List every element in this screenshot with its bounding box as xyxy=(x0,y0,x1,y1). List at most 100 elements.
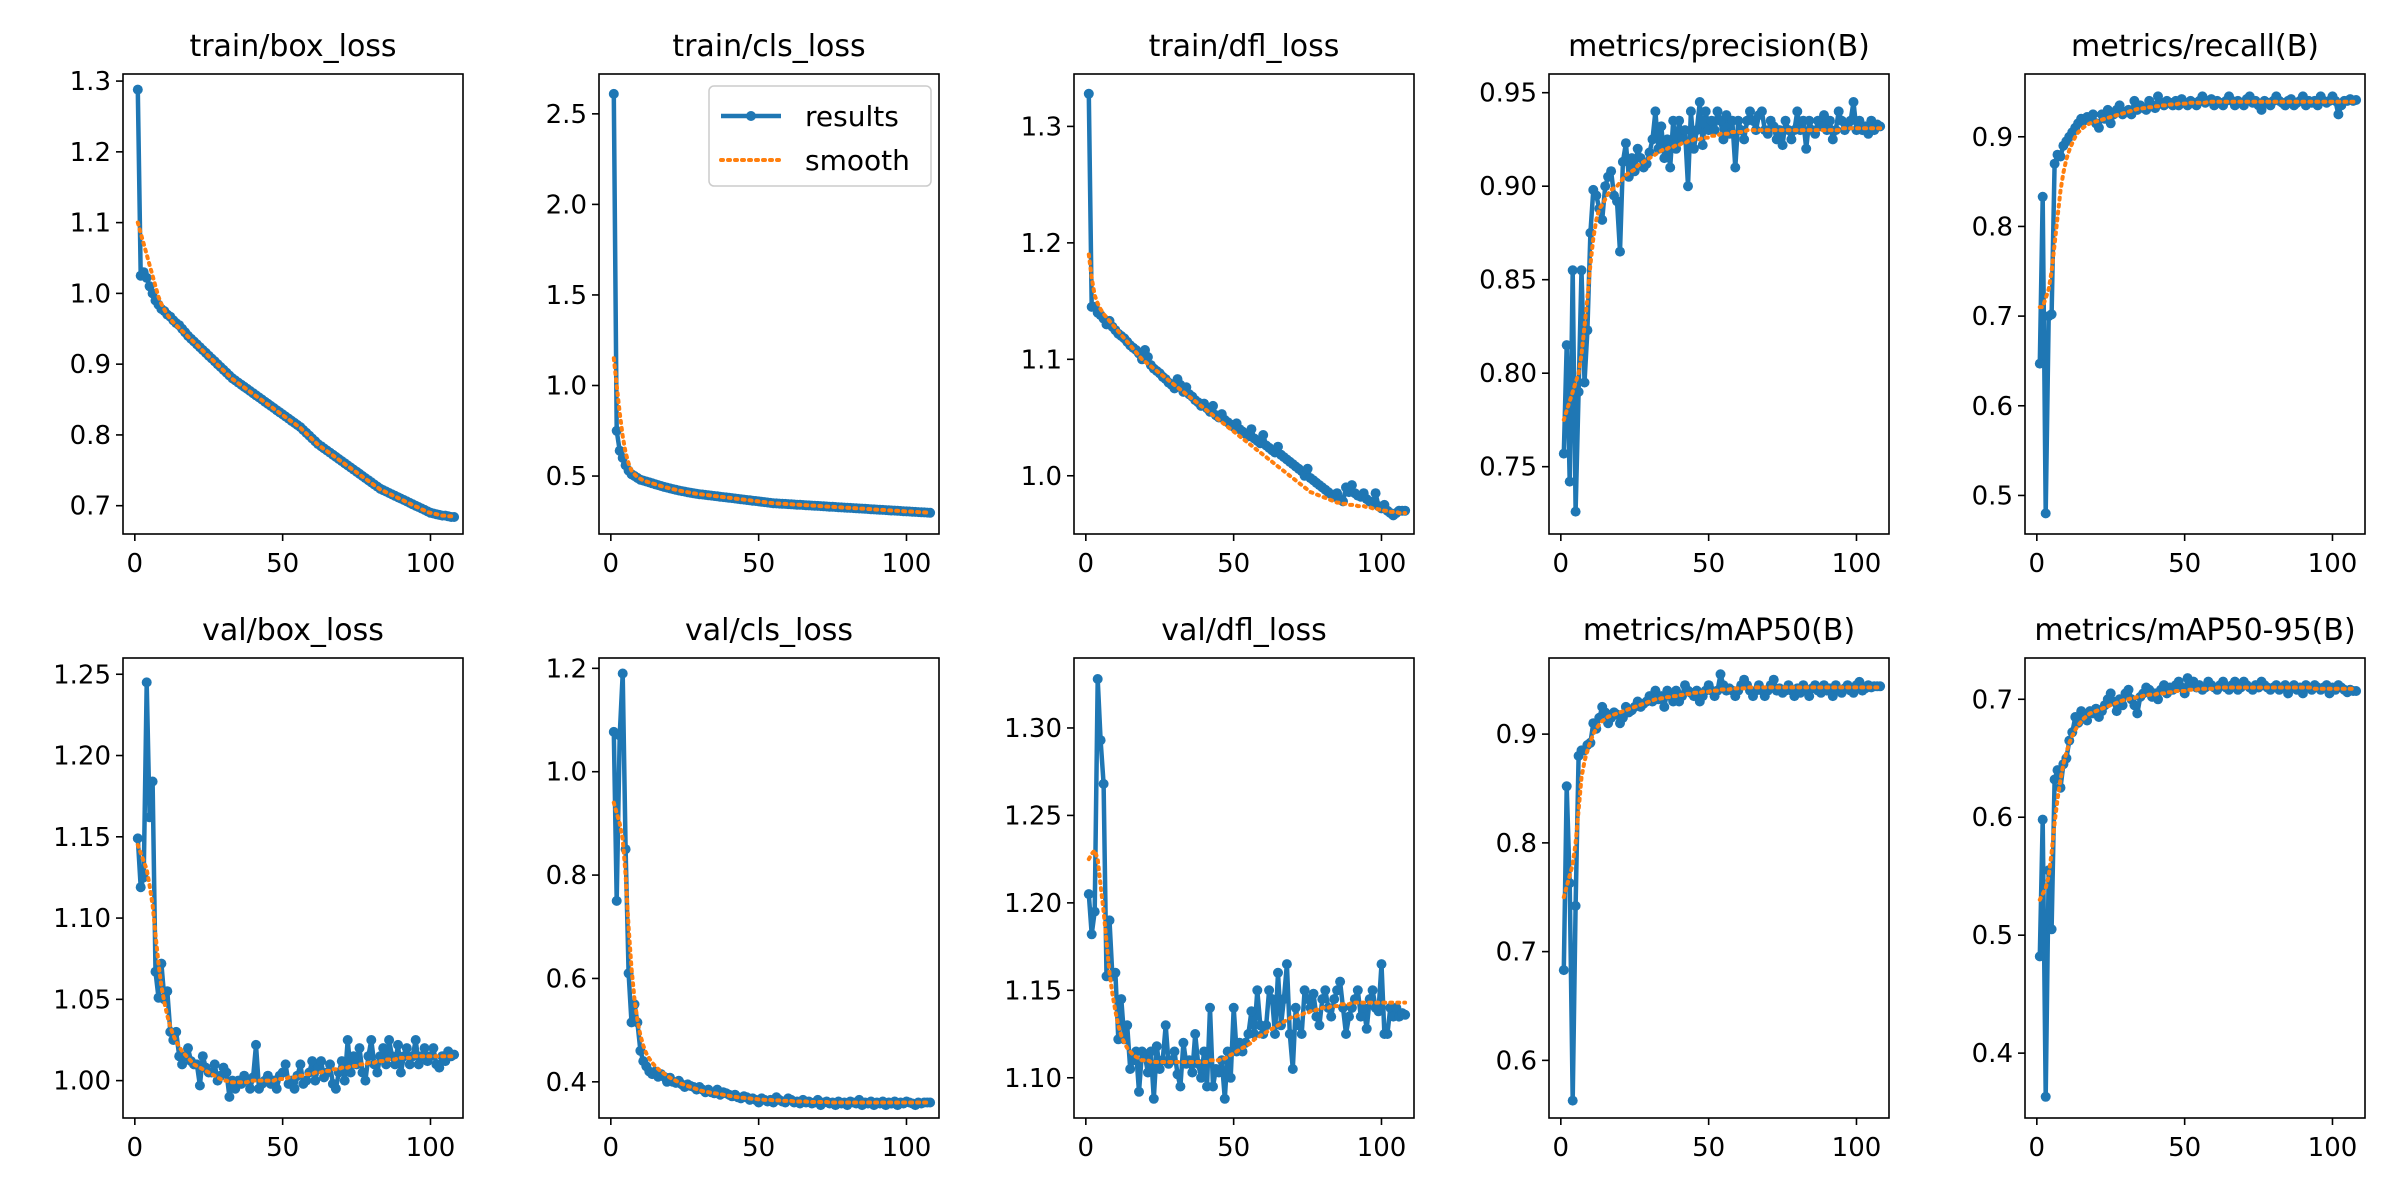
results-point xyxy=(1617,156,1628,167)
x-tick-label: 50 xyxy=(2168,549,2201,579)
results-point xyxy=(1196,1072,1207,1083)
results-point xyxy=(390,1059,400,1070)
y-tick-label: 1.25 xyxy=(1004,801,1062,831)
results-point xyxy=(2046,924,2057,935)
subplot-0: train/box_loss 0 50 100 0.7 0.8 0.9 1.0 1.1 1.2 1.… xyxy=(70,29,464,579)
results-point xyxy=(1644,147,1655,158)
subplot-title: train/dfl_loss xyxy=(1149,29,1340,64)
results-point xyxy=(1804,115,1815,126)
results-point xyxy=(2037,191,2048,202)
results-point xyxy=(1154,1064,1165,1074)
results-point xyxy=(1683,181,1693,192)
x-tick-label: 50 xyxy=(742,1133,775,1163)
results-point xyxy=(1225,1072,1236,1083)
results-point xyxy=(1249,1029,1260,1039)
subplot-title: metrics/mAP50-95(B) xyxy=(2034,613,2355,648)
x-tick-label: 50 xyxy=(1217,549,1250,579)
smooth-series-line xyxy=(1086,252,1408,515)
subplot-7: val/dfl_loss 0 50 100 1.10 1.15 1.20 1.25 1.30 xyxy=(1004,613,1415,1163)
y-tick-label: 0.5 xyxy=(1972,921,2013,951)
results-point xyxy=(434,1062,445,1073)
results-point xyxy=(1632,143,1643,154)
results-point xyxy=(1329,994,1340,1005)
results-point xyxy=(1361,1023,1372,1034)
results-point xyxy=(342,1035,353,1045)
results-point xyxy=(1175,1081,1186,1092)
results-point xyxy=(1335,976,1346,987)
results-point xyxy=(357,1067,368,1078)
subplot-title: train/cls_loss xyxy=(672,29,865,64)
y-tick-label: 1.30 xyxy=(1004,714,1062,744)
results-series-line xyxy=(611,671,931,1108)
y-tick-label: 1.1 xyxy=(70,209,111,239)
results-point xyxy=(1311,1011,1322,1022)
results-point xyxy=(1665,162,1676,173)
results-point xyxy=(251,1039,261,1050)
results-point xyxy=(280,1059,291,1070)
results-point xyxy=(1284,1029,1295,1039)
results-point xyxy=(1700,106,1711,117)
results-point xyxy=(1278,994,1289,1005)
y-tick-label: 1.00 xyxy=(53,1067,111,1097)
y-tick-label: 0.7 xyxy=(70,492,111,522)
results-point xyxy=(372,1067,383,1078)
results-point xyxy=(1332,985,1343,996)
results-point xyxy=(1662,134,1673,145)
results-point xyxy=(147,776,158,787)
results-point xyxy=(2123,684,2134,695)
results-point xyxy=(1134,1086,1144,1097)
y-tick-label: 0.6 xyxy=(1972,392,2013,422)
results-point xyxy=(1270,1029,1280,1039)
axes-frame xyxy=(1548,657,1890,1119)
y-tick-label: 1.10 xyxy=(53,904,111,934)
subplot-4: metrics/recall(B) 0 50 100 0.5 0.6 0.7 0.8 0.9 xyxy=(1972,29,2366,579)
x-tick-label: 50 xyxy=(2168,1133,2201,1163)
subplot-title: train/box_loss xyxy=(189,29,396,64)
results-point xyxy=(2088,109,2098,120)
y-tick-label: 1.5 xyxy=(546,281,587,311)
results-point xyxy=(2034,358,2045,369)
subplot-3: metrics/precision(B) 0 50 100 0.75 0.80 0.85 0.… xyxy=(1479,29,1890,579)
results-point xyxy=(310,1075,321,1086)
results-point xyxy=(1591,190,1602,201)
results-point xyxy=(1281,959,1292,970)
results-point xyxy=(428,1043,439,1054)
results-point xyxy=(2333,109,2344,120)
results-point xyxy=(1733,115,1744,126)
results-point xyxy=(1792,106,1803,117)
smooth-series-line xyxy=(1086,846,1408,1064)
y-tick-label: 1.15 xyxy=(1004,976,1062,1006)
axes-frame xyxy=(2024,73,2366,535)
smooth-series-line xyxy=(135,842,457,1085)
results-series-line xyxy=(1561,672,1881,1103)
y-tick-label: 1.2 xyxy=(546,654,587,684)
results-point xyxy=(1567,265,1578,276)
x-tick-label: 0 xyxy=(127,1133,144,1163)
results-point xyxy=(401,1043,412,1054)
axes-frame xyxy=(1073,73,1415,535)
x-tick-label: 0 xyxy=(603,549,620,579)
results-point xyxy=(245,1083,256,1094)
results-point xyxy=(1083,889,1094,900)
subplot-title: metrics/precision(B) xyxy=(1568,29,1870,64)
results-point xyxy=(330,1083,341,1094)
results-point xyxy=(925,1097,936,1108)
results-point xyxy=(611,425,622,436)
subplot-5: val/box_loss 0 50 100 1.00 1.05 1.10 1.15 1.20 1.… xyxy=(53,613,464,1163)
results-point xyxy=(1352,985,1363,996)
plot-area xyxy=(132,677,460,1102)
plot-area xyxy=(608,668,936,1111)
y-tick-label: 1.10 xyxy=(1004,1064,1062,1094)
x-tick-label: 100 xyxy=(2308,1133,2358,1163)
results-point xyxy=(1561,340,1572,351)
results-point xyxy=(1659,701,1670,712)
results-point xyxy=(1680,125,1690,136)
results-point xyxy=(375,1051,386,1062)
results-point xyxy=(316,1056,327,1067)
y-tick-label: 1.05 xyxy=(53,985,111,1015)
results-point xyxy=(171,1026,182,1037)
results-point xyxy=(1320,985,1331,996)
results-point xyxy=(1730,162,1741,173)
y-tick-label: 0.75 xyxy=(1479,453,1537,483)
plot-area xyxy=(1558,669,1886,1106)
